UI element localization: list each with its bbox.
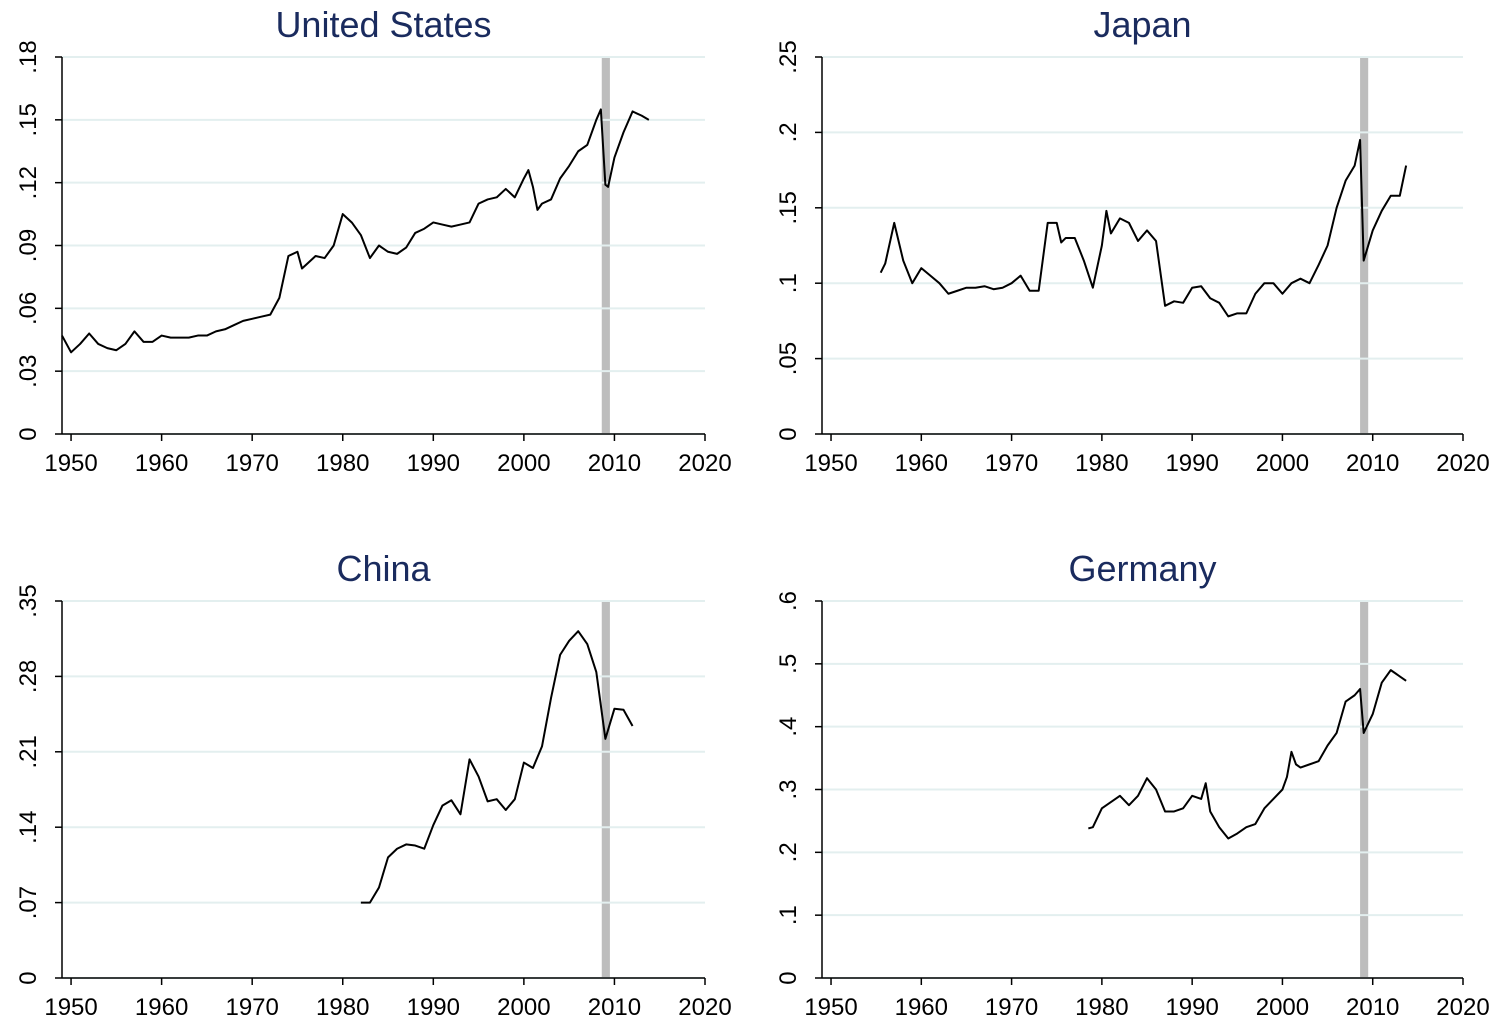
y-tick-label: .3 [775, 779, 802, 799]
x-tick-label: 1950 [44, 994, 97, 1021]
y-tick-label: .18 [15, 40, 42, 73]
x-tick-label: 1950 [804, 450, 857, 477]
x-tick-label: 1960 [135, 450, 188, 477]
y-tick-label: 0 [15, 971, 42, 984]
y-tick-label: .1 [775, 273, 802, 293]
y-tick-label: .05 [775, 342, 802, 375]
x-tick-label: 1970 [225, 450, 278, 477]
x-tick-label: 1970 [985, 994, 1038, 1021]
y-tick-label: .12 [15, 166, 42, 199]
data-line [360, 630, 634, 904]
data-line [1088, 669, 1407, 840]
shaded-band [601, 601, 610, 978]
x-tick-label: 1990 [407, 994, 460, 1021]
panel-title: Germany [1068, 548, 1216, 589]
x-tick-label: 2020 [1436, 994, 1489, 1021]
x-tick-label: 1960 [895, 994, 948, 1021]
y-tick-label: .07 [15, 886, 42, 919]
y-tick-label: .09 [15, 229, 42, 262]
x-tick-label: 1950 [804, 994, 857, 1021]
panel: Germany 0 .1 .2 .3 .4 .5 .6 1950 1960 1970 1980 1990… [775, 548, 1490, 1021]
x-tick-label: 1980 [1075, 994, 1128, 1021]
x-tick-label: 2000 [1256, 994, 1309, 1021]
y-tick-label: .5 [775, 654, 802, 674]
y-tick-label: .4 [775, 717, 802, 737]
y-tick-label: 0 [775, 971, 802, 984]
y-tick-label: .35 [15, 584, 42, 617]
y-tick-label: 0 [775, 427, 802, 440]
panel: United States 0 .03 .06 .09 .12 .15 .18 1950 1960… [15, 4, 732, 477]
y-tick-label: .1 [775, 905, 802, 925]
x-tick-label: 2010 [1346, 994, 1399, 1021]
x-tick-label: 2010 [588, 450, 641, 477]
x-tick-label: 1970 [225, 994, 278, 1021]
data-line [61, 108, 650, 354]
y-tick-label: .14 [15, 811, 42, 844]
x-tick-label: 2020 [678, 994, 731, 1021]
y-tick-label: .06 [15, 292, 42, 325]
y-tick-label: .6 [775, 591, 802, 611]
x-tick-label: 1970 [985, 450, 1038, 477]
x-tick-label: 2010 [588, 994, 641, 1021]
panel: China 0 .07 .14 .21 .28 .35 1950 1960 1970 1980 199… [15, 548, 732, 1021]
x-tick-label: 2020 [678, 450, 731, 477]
y-tick-label: .03 [15, 354, 42, 387]
x-tick-label: 1980 [316, 994, 369, 1021]
x-tick-label: 1980 [316, 450, 369, 477]
x-tick-label: 2000 [497, 450, 550, 477]
y-tick-label: .21 [15, 735, 42, 768]
x-tick-label: 1990 [1165, 994, 1218, 1021]
x-tick-label: 2000 [1256, 450, 1309, 477]
y-tick-label: .15 [15, 103, 42, 136]
y-tick-label: .15 [775, 191, 802, 224]
y-tick-label: .2 [775, 842, 802, 862]
x-tick-label: 2000 [497, 994, 550, 1021]
y-tick-label: 0 [15, 427, 42, 440]
x-tick-label: 1990 [407, 450, 460, 477]
panel-title: United States [275, 4, 491, 45]
y-tick-label: .28 [15, 660, 42, 693]
x-tick-label: 2020 [1436, 450, 1489, 477]
x-tick-label: 1950 [44, 450, 97, 477]
panel-title: Japan [1093, 4, 1191, 45]
x-tick-label: 1960 [135, 994, 188, 1021]
x-tick-label: 1980 [1075, 450, 1128, 477]
y-tick-label: .2 [775, 122, 802, 142]
panel-title: China [336, 548, 431, 589]
x-tick-label: 2010 [1346, 450, 1399, 477]
data-line [879, 138, 1408, 318]
x-tick-label: 1990 [1165, 450, 1218, 477]
panel: Japan 0 .05 .1 .15 .2 .25 1950 1960 1970 1980 1990 2… [775, 4, 1490, 477]
x-tick-label: 1960 [895, 450, 948, 477]
y-tick-label: .25 [775, 40, 802, 73]
